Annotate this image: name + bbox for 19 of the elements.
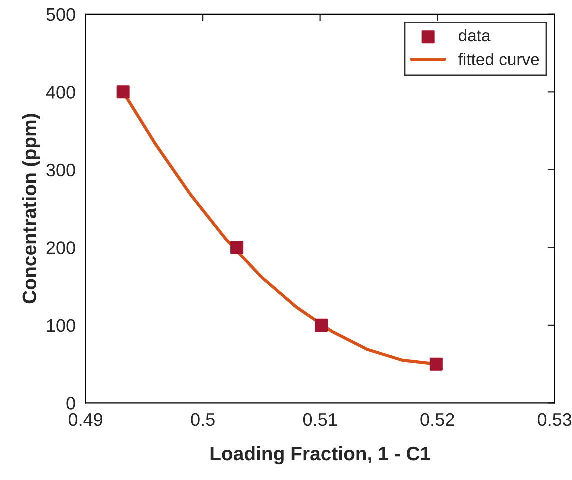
x-tick-label: 0.52	[420, 413, 454, 426]
point	[314, 318, 328, 332]
x-tick-label: 0.51	[303, 413, 338, 426]
y-tick-label: 200	[46, 242, 76, 254]
y-axis-title: Concentration (ppm)	[22, 114, 40, 304]
point	[430, 358, 443, 371]
point	[230, 241, 244, 254]
y-tick-label: 400	[46, 86, 76, 99]
point	[116, 86, 130, 99]
y-tick-label: 300	[46, 164, 76, 177]
x-axis-title: Loading Fraction, 1 - C1	[210, 446, 431, 465]
legend-label: data	[459, 29, 491, 42]
x-tick-label: 0.49	[68, 413, 103, 426]
y-tick-label: 500	[46, 8, 76, 22]
y-tick-label: 0	[66, 397, 76, 410]
x-tick-label: 0.5	[191, 413, 215, 426]
legend-label: fitted curve	[458, 53, 540, 66]
x-tick-label: 0.53	[538, 413, 572, 426]
y-tick-label: 100	[47, 319, 76, 332]
